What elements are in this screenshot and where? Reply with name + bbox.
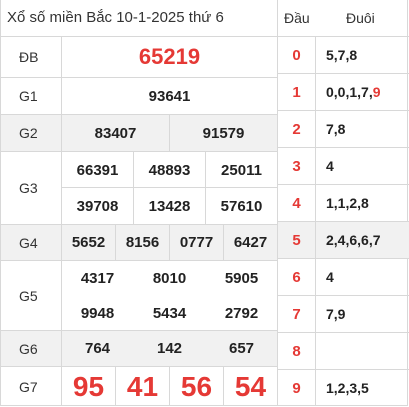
loto-tails-text: 5,7,8 [326,47,358,63]
prize-label-g5: G5 [1,261,62,330]
loto-row-5: 5 2,4,6,6,7 [278,221,409,258]
prize-number: 142 [156,340,183,357]
prize-number: 93641 [148,87,191,105]
loto-head-digit: 3 [278,148,316,184]
loto-tails-text: 4 [326,269,334,285]
loto-head-digit: 0 [278,37,316,73]
loto-row-4: 4 1,1,2,8 [278,184,409,221]
page-title: Xổ số miền Bắc 10-1-2025 thứ 6 [1,0,277,36]
prize-number: 39708 [76,197,119,215]
loto-head-digit: 5 [278,222,316,258]
loto-tails-text: 2,4,6,6,7 [326,232,381,248]
divider [205,152,206,224]
prize-number: 8010 [152,269,187,287]
loto-tails: 4 [326,259,334,295]
loto-tails-special: 9 [372,84,381,100]
loto-head-digit: 2 [278,111,316,147]
loto-row-3: 3 4 [278,147,409,184]
prize-number: 57610 [220,197,263,215]
prize-number: 54 [234,370,267,402]
prize-number: 83407 [94,124,137,142]
loto-table: Đầu Đuôi 0 5,7,8 1 0,0,1,7, 9 2 7,8 3 4 4… [277,0,409,406]
prize-number: 41 [126,370,159,402]
prize-row-g5: G5 4317 8010 5905 9948 5434 2792 [1,260,277,330]
prize-label-g2: G2 [1,115,62,151]
loto-row-0: 0 5,7,8 [278,36,409,73]
loto-head-digit: 4 [278,185,316,221]
prize-number: 13428 [148,197,191,215]
prize-label-db: ĐB [1,37,62,77]
divider [115,367,116,406]
loto-row-8: 8 [278,332,409,369]
prize-number: 91579 [202,124,245,142]
loto-tails-text: 7,8 [326,121,346,137]
loto-tails: 7,9 [326,296,345,332]
loto-row-6: 6 4 [278,258,409,295]
loto-head-digit: 8 [278,333,316,369]
prize-label-g6: G6 [1,331,62,366]
loto-row-9: 9 1,2,3,5 [278,369,409,406]
prize-row-g4: G4 5652 8156 0777 6427 [1,224,277,260]
prize-label-g3: G3 [1,152,62,224]
loto-tails: 2,4,6,6,7 [326,222,381,258]
loto-head-digit: 9 [278,370,316,406]
prize-row-g3: G3 66391 48893 25011 39708 13428 57610 [1,151,277,224]
prize-row-g1: G1 93641 [1,77,277,114]
loto-tails-text: 4 [326,158,334,174]
loto-tail-header: Đuôi [346,10,375,26]
prize-label-g1: G1 [1,78,62,114]
prize-label-g7: G7 [1,367,62,406]
loto-tails: 1,2,3,5 [326,370,369,406]
prize-number: 48893 [148,161,191,179]
divider [169,367,170,406]
special-prize-number: 65219 [138,44,201,69]
divider [115,225,116,260]
divider [223,225,224,260]
loto-head-header: Đầu [284,10,310,26]
divider [223,367,224,406]
divider [133,152,134,224]
prize-label-g4: G4 [1,225,62,260]
loto-tails-text: 7,9 [326,306,346,322]
prize-row-g2: G2 83407 91579 [1,114,277,151]
loto-tails-text: 1,1,2,8 [326,195,369,211]
prize-number: 66391 [76,161,119,179]
prize-number: 4317 [80,269,115,287]
loto-head-digit: 7 [278,296,316,332]
prize-row-g7: G7 95 41 56 54 [1,366,277,406]
loto-tails: 0,0,1,7, 9 [326,74,381,110]
prize-number: 657 [228,340,255,357]
prize-number: 0777 [179,234,214,251]
prize-number: 2792 [224,304,259,322]
prize-number: 5905 [224,269,259,287]
prize-number: 6427 [233,234,268,251]
loto-row-7: 7 7,9 [278,295,409,332]
prize-row-db: ĐB 65219 [1,36,277,77]
prize-number: 8156 [125,234,160,251]
loto-tails: 1,1,2,8 [326,185,369,221]
prize-number: 56 [180,370,213,402]
loto-row-2: 2 7,8 [278,110,409,147]
divider [169,225,170,260]
loto-head-digit: 1 [278,74,316,110]
prize-number: 5652 [71,234,106,251]
loto-tails: 5,7,8 [326,37,357,73]
loto-tails-text: 0,0,1,7, [326,84,373,100]
prize-table: Xổ số miền Bắc 10-1-2025 thứ 6 ĐB 65219 … [1,0,277,406]
loto-tails: 4 [326,148,334,184]
prize-number: 764 [84,340,111,357]
divider [169,115,170,151]
divider [62,187,277,188]
prize-number: 95 [72,370,105,402]
prize-number: 9948 [80,304,115,322]
prize-number: 25011 [221,161,262,179]
prize-row-g6: G6 764 142 657 [1,330,277,366]
loto-head-digit: 6 [278,259,316,295]
loto-tails-text: 1,2,3,5 [326,380,369,396]
loto-tails: 7,8 [326,111,345,147]
loto-row-1: 1 0,0,1,7, 9 [278,73,409,110]
prize-number: 5434 [152,304,187,322]
